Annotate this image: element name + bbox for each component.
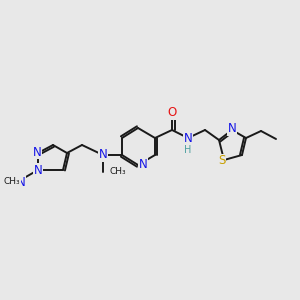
Text: N: N (184, 131, 192, 145)
Text: N: N (16, 176, 26, 188)
Text: N: N (99, 148, 107, 161)
Text: CH₃: CH₃ (110, 167, 127, 176)
Text: N: N (139, 158, 147, 172)
Text: CH₃: CH₃ (4, 178, 20, 187)
Text: N: N (34, 164, 42, 176)
Text: H: H (184, 145, 192, 155)
Text: N: N (228, 122, 236, 136)
Text: N: N (33, 146, 41, 158)
Text: S: S (218, 154, 226, 167)
Text: O: O (167, 106, 177, 119)
